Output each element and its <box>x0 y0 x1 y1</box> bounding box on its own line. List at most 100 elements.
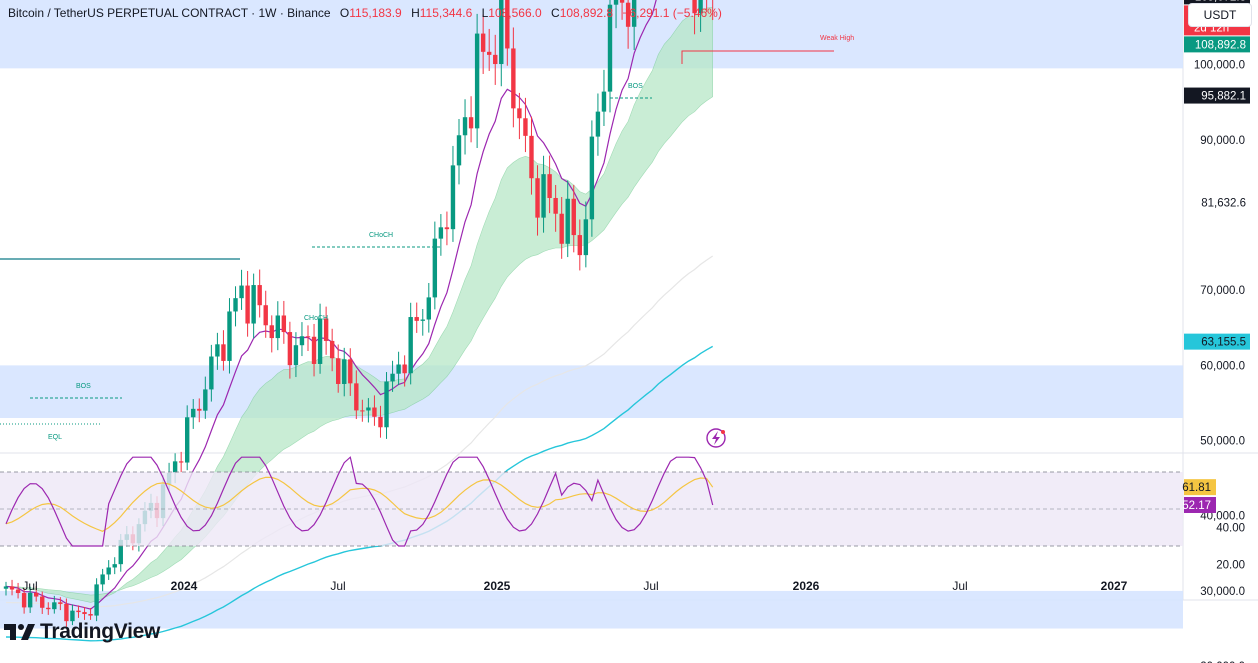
candle <box>209 344 214 402</box>
candle <box>203 376 208 419</box>
rsi-value-text: 61.81 <box>1182 482 1211 494</box>
candle-body <box>474 33 480 129</box>
price-label-text: 63,155.5 <box>1201 337 1246 349</box>
candle-body <box>698 0 703 14</box>
candle <box>378 405 383 438</box>
candle <box>329 328 335 372</box>
candle <box>511 27 516 128</box>
candle-body <box>70 610 75 622</box>
candle <box>21 588 27 614</box>
candle <box>197 398 202 423</box>
candle-body <box>511 48 516 109</box>
candle-body <box>559 213 564 244</box>
candle-body <box>112 564 117 568</box>
candle-body <box>468 117 474 129</box>
candle <box>100 568 105 592</box>
candle-body <box>480 33 486 52</box>
candle <box>450 145 456 242</box>
candle <box>396 351 401 386</box>
candle-body <box>323 318 329 341</box>
y-tick-label: 50,000.0 <box>1200 436 1245 448</box>
candle <box>456 119 462 185</box>
symbol-title[interactable]: Bitcoin / TetherUS PERPETUAL CONTRACT · … <box>8 6 331 20</box>
candle-body <box>692 0 697 14</box>
candle-body <box>275 315 280 339</box>
candle-body <box>426 297 431 320</box>
candle-body <box>245 285 250 324</box>
price-label-bg <box>1184 87 1250 104</box>
candle <box>474 13 480 149</box>
candle <box>535 165 540 236</box>
supply-demand-zone <box>0 0 1183 69</box>
candle <box>9 579 15 596</box>
x-tick-label: Jul <box>330 579 345 593</box>
candle-body <box>444 227 450 230</box>
candle-body <box>625 2 631 27</box>
candle <box>27 586 33 613</box>
candle <box>76 605 81 618</box>
candle-body <box>305 336 311 338</box>
candle <box>468 96 474 143</box>
ema-fast-line <box>5 0 657 610</box>
annotation-label: CHoCH <box>369 232 393 239</box>
candle <box>589 120 595 237</box>
candle <box>323 306 329 355</box>
candle-body <box>58 602 63 604</box>
candle-body <box>239 285 244 299</box>
candle <box>384 372 389 439</box>
tradingview-logo-icon <box>4 624 35 640</box>
candle-body <box>384 381 389 428</box>
candle <box>625 0 631 49</box>
candle <box>299 322 305 357</box>
candle-body <box>106 567 111 575</box>
candle <box>402 355 407 387</box>
candle <box>317 303 323 374</box>
candle <box>58 597 63 611</box>
candle <box>577 219 582 271</box>
candle-body <box>178 461 184 463</box>
price-label: 109,072.3 <box>1184 0 1250 5</box>
x-tick-label: Jul <box>643 579 658 593</box>
rsi-value-label: 52.17 <box>1182 496 1216 513</box>
candle-body <box>21 593 27 608</box>
low-value: 108,566.0 <box>488 6 542 20</box>
candle <box>185 405 190 471</box>
candle-body <box>311 336 317 364</box>
price-label: 63,155.5 <box>1184 333 1250 350</box>
candle <box>342 347 347 397</box>
candle <box>281 300 287 344</box>
candle <box>565 180 570 258</box>
price-label-text: 109,072.3 <box>1195 0 1246 3</box>
y-tick-label: 90,000.0 <box>1200 135 1245 147</box>
candle-body <box>88 614 93 616</box>
candle-body <box>547 174 552 198</box>
candle-body <box>221 344 226 361</box>
currency-selector[interactable]: USDT <box>1188 3 1252 27</box>
candle-body <box>408 317 413 374</box>
candle-body <box>227 311 232 361</box>
candle <box>269 315 274 353</box>
price-label-bg <box>1184 36 1250 53</box>
brand-name: TradingView <box>40 620 161 643</box>
candle <box>70 604 75 626</box>
candle <box>613 0 619 29</box>
candle <box>462 99 468 155</box>
candle-body <box>9 586 15 590</box>
candle <box>52 595 57 614</box>
ema-100-line <box>5 255 714 608</box>
candle-body <box>601 91 607 112</box>
candle-body <box>287 332 293 366</box>
candle-body <box>27 592 33 608</box>
candle <box>239 269 244 310</box>
candle-body <box>487 51 492 55</box>
candle-body <box>329 340 335 359</box>
price-label-text: 81,632.6 <box>1201 198 1246 210</box>
candle <box>499 0 504 87</box>
tradingview-logo[interactable]: TradingView <box>4 620 160 644</box>
candle-body <box>613 0 619 5</box>
candle-body <box>583 219 589 256</box>
candle-body <box>631 0 637 27</box>
candle <box>712 0 714 21</box>
change-value: −6,291.1 (−5.46%) <box>622 6 722 20</box>
